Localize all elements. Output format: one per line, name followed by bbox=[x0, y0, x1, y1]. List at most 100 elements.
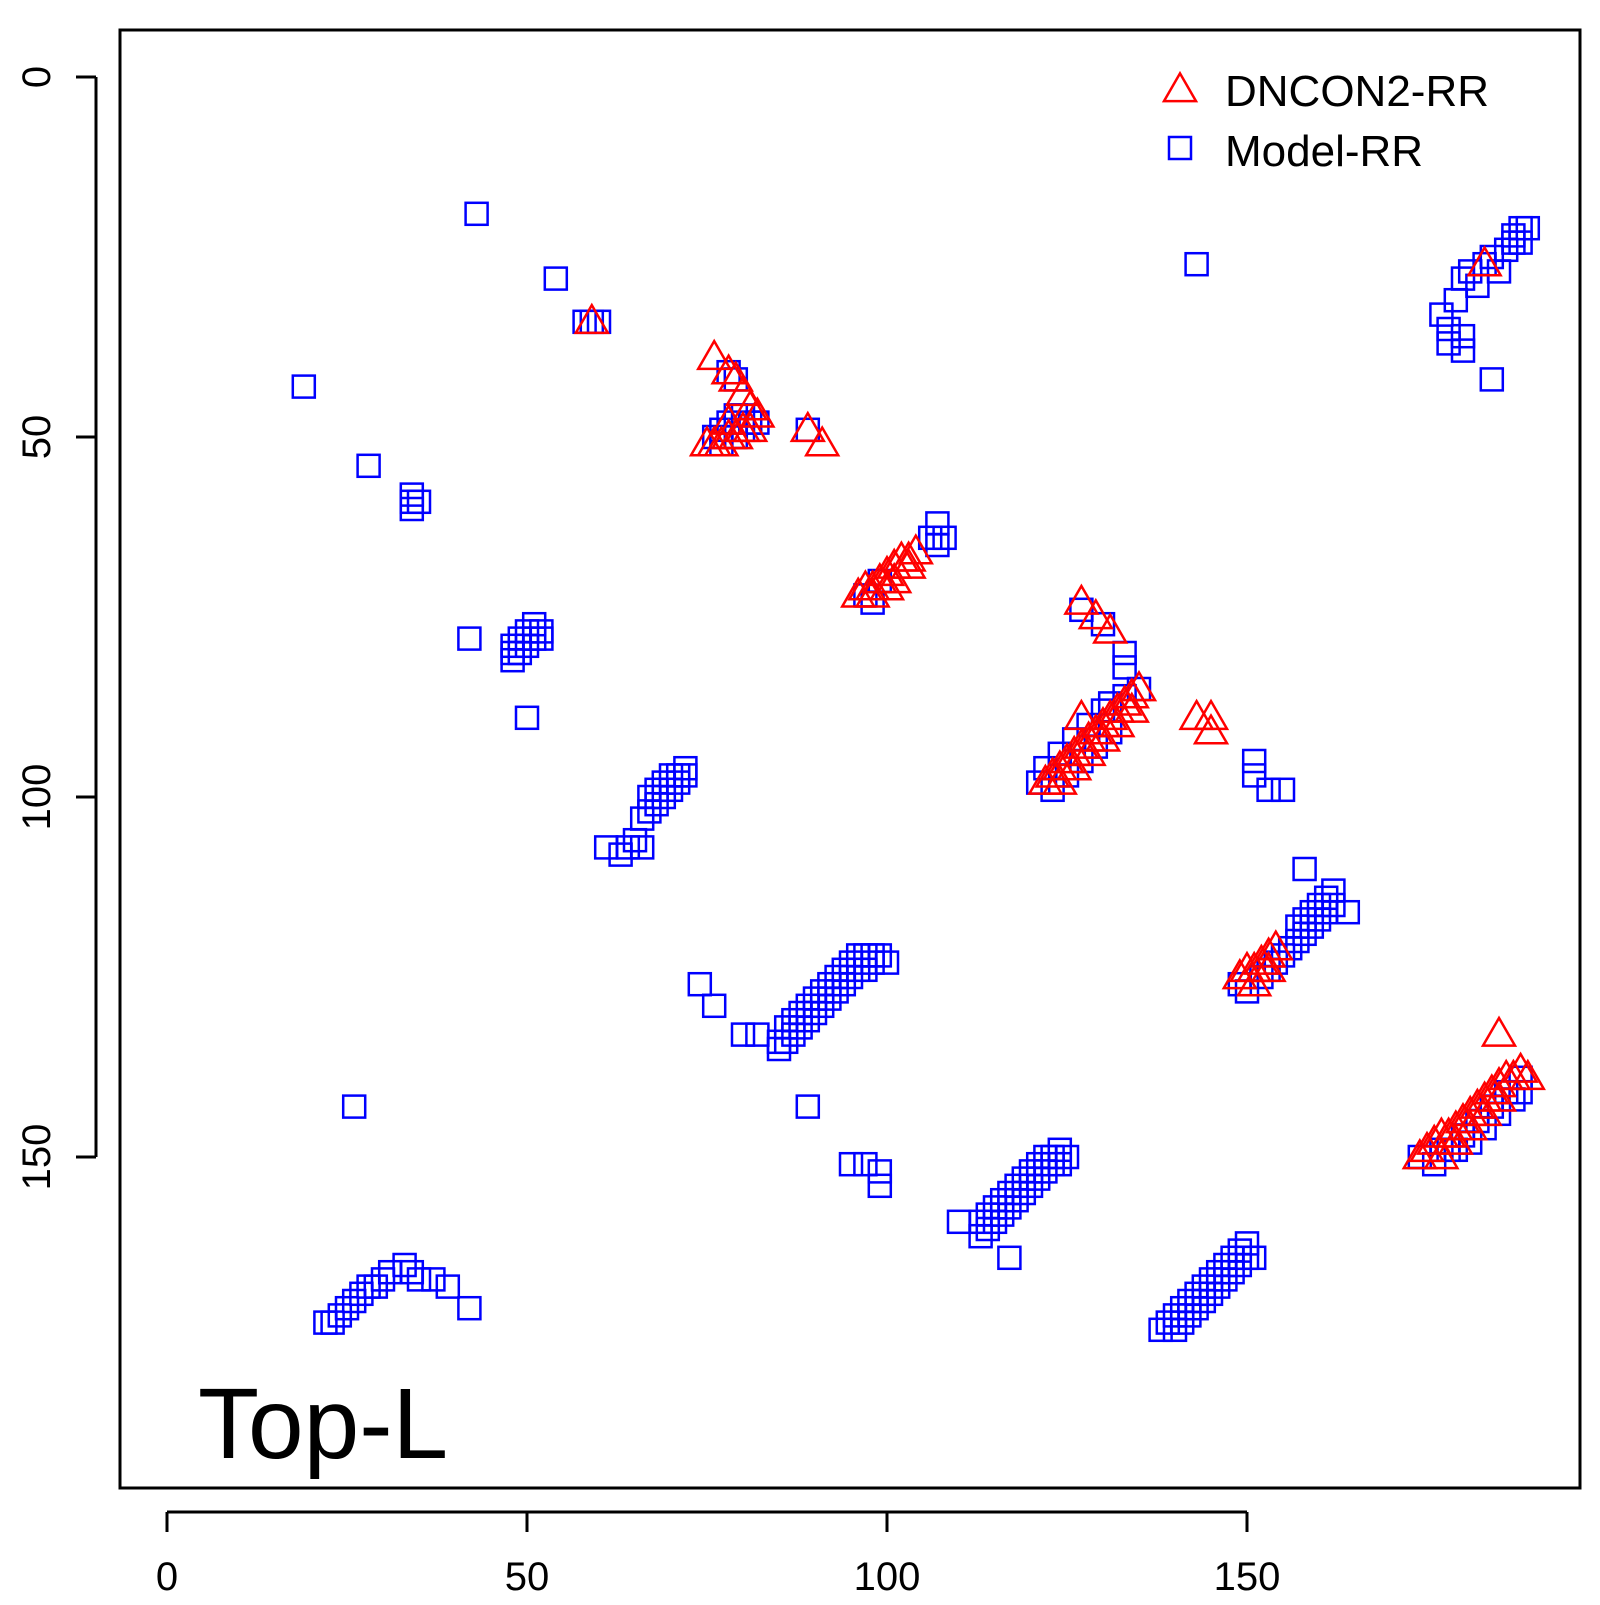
square-point bbox=[845, 943, 871, 968]
square-point bbox=[1429, 302, 1454, 327]
square-point bbox=[1321, 878, 1346, 903]
square-point bbox=[658, 777, 684, 803]
y-tick-label: 0 bbox=[15, 66, 59, 88]
series-dncon2-rr bbox=[573, 245, 1546, 1170]
square-point bbox=[1205, 1259, 1231, 1285]
square-point bbox=[853, 957, 878, 983]
triangle-point bbox=[573, 302, 610, 335]
square-point bbox=[320, 1310, 345, 1335]
triangle-point bbox=[1063, 698, 1100, 731]
triangle-point bbox=[1192, 713, 1230, 745]
legend: DNCON2-RR Model-RR bbox=[1161, 67, 1489, 176]
square-point bbox=[1004, 1173, 1029, 1199]
square-point bbox=[1213, 1267, 1238, 1292]
square-point bbox=[1220, 1245, 1245, 1271]
square-point bbox=[421, 1267, 446, 1292]
square-point bbox=[824, 964, 849, 990]
square-point bbox=[507, 626, 533, 651]
square-point bbox=[989, 1202, 1015, 1227]
square-point bbox=[867, 943, 893, 968]
triangle-point bbox=[1509, 1058, 1546, 1091]
square-point bbox=[860, 950, 885, 975]
square-point bbox=[1457, 259, 1483, 284]
square-point bbox=[1148, 1317, 1173, 1343]
plot-frame bbox=[118, 28, 1582, 1490]
square-point bbox=[1450, 338, 1476, 363]
square-point bbox=[1501, 230, 1526, 255]
square-point bbox=[349, 1281, 374, 1307]
square-point bbox=[399, 1259, 425, 1285]
square-point bbox=[579, 309, 605, 335]
square-point bbox=[975, 1202, 1001, 1227]
square-point bbox=[629, 806, 655, 831]
square-point bbox=[514, 633, 540, 659]
triangle-point bbox=[1466, 245, 1503, 277]
square-point bbox=[788, 1000, 813, 1026]
square-point bbox=[781, 1022, 806, 1047]
square-point bbox=[1033, 1159, 1058, 1184]
square-point bbox=[1321, 892, 1346, 918]
square-point bbox=[644, 777, 669, 803]
square-point bbox=[687, 971, 713, 997]
triangle-point bbox=[696, 338, 733, 371]
x-tick-label: 150 bbox=[1214, 1555, 1281, 1599]
square-point bbox=[457, 1295, 482, 1321]
square-point bbox=[363, 1274, 389, 1299]
y-tick-label: 150 bbox=[15, 1124, 59, 1191]
square-point bbox=[1227, 1252, 1253, 1278]
square-point bbox=[997, 1180, 1022, 1206]
square-point bbox=[1011, 1166, 1037, 1191]
square-point bbox=[457, 626, 482, 651]
square-point bbox=[1465, 273, 1490, 299]
square-point bbox=[1241, 763, 1267, 788]
triangle-point bbox=[1502, 1051, 1539, 1083]
square-point bbox=[838, 964, 864, 990]
square-point bbox=[1292, 856, 1317, 882]
square-point bbox=[1508, 215, 1533, 241]
square-point bbox=[1227, 1238, 1253, 1263]
square-point bbox=[1285, 914, 1310, 939]
square-point bbox=[795, 1094, 821, 1119]
square-point bbox=[1234, 1245, 1260, 1271]
square-point bbox=[1177, 1288, 1202, 1314]
triangle-point bbox=[1113, 677, 1150, 709]
square-point bbox=[1335, 899, 1361, 925]
square-point bbox=[341, 1094, 367, 1119]
square-point bbox=[313, 1310, 338, 1335]
triangle-point bbox=[1113, 691, 1150, 723]
triangle-point bbox=[1250, 936, 1287, 968]
square-point bbox=[1069, 597, 1094, 623]
square-point bbox=[817, 971, 842, 997]
square-point bbox=[730, 1022, 756, 1047]
square-point bbox=[1184, 1281, 1209, 1307]
square-point bbox=[1162, 1317, 1188, 1343]
square-point bbox=[946, 1209, 972, 1235]
square-point bbox=[1292, 907, 1317, 932]
square-point bbox=[1220, 1259, 1245, 1285]
square-point bbox=[399, 496, 425, 522]
square-point bbox=[831, 957, 857, 983]
square-point bbox=[341, 1288, 367, 1314]
square-point bbox=[982, 1195, 1008, 1220]
square-point bbox=[521, 611, 547, 637]
square-point bbox=[1256, 777, 1281, 803]
square-point bbox=[838, 1151, 864, 1177]
square-point bbox=[327, 1303, 353, 1328]
square-point bbox=[1040, 1151, 1065, 1177]
square-point bbox=[399, 482, 425, 507]
square-point bbox=[867, 1159, 893, 1184]
square-point bbox=[392, 1252, 417, 1278]
square-point bbox=[665, 763, 691, 788]
square-point bbox=[867, 1173, 893, 1199]
square-point bbox=[356, 1274, 381, 1299]
square-point bbox=[1450, 266, 1476, 291]
square-point bbox=[745, 410, 770, 435]
square-point bbox=[500, 640, 525, 666]
square-point bbox=[637, 784, 662, 810]
square-point bbox=[1025, 1151, 1051, 1177]
y-tick-label: 50 bbox=[15, 415, 59, 460]
square-point bbox=[500, 633, 525, 659]
triangle-point bbox=[688, 425, 726, 457]
square-point bbox=[673, 755, 698, 781]
square-point bbox=[593, 835, 619, 860]
